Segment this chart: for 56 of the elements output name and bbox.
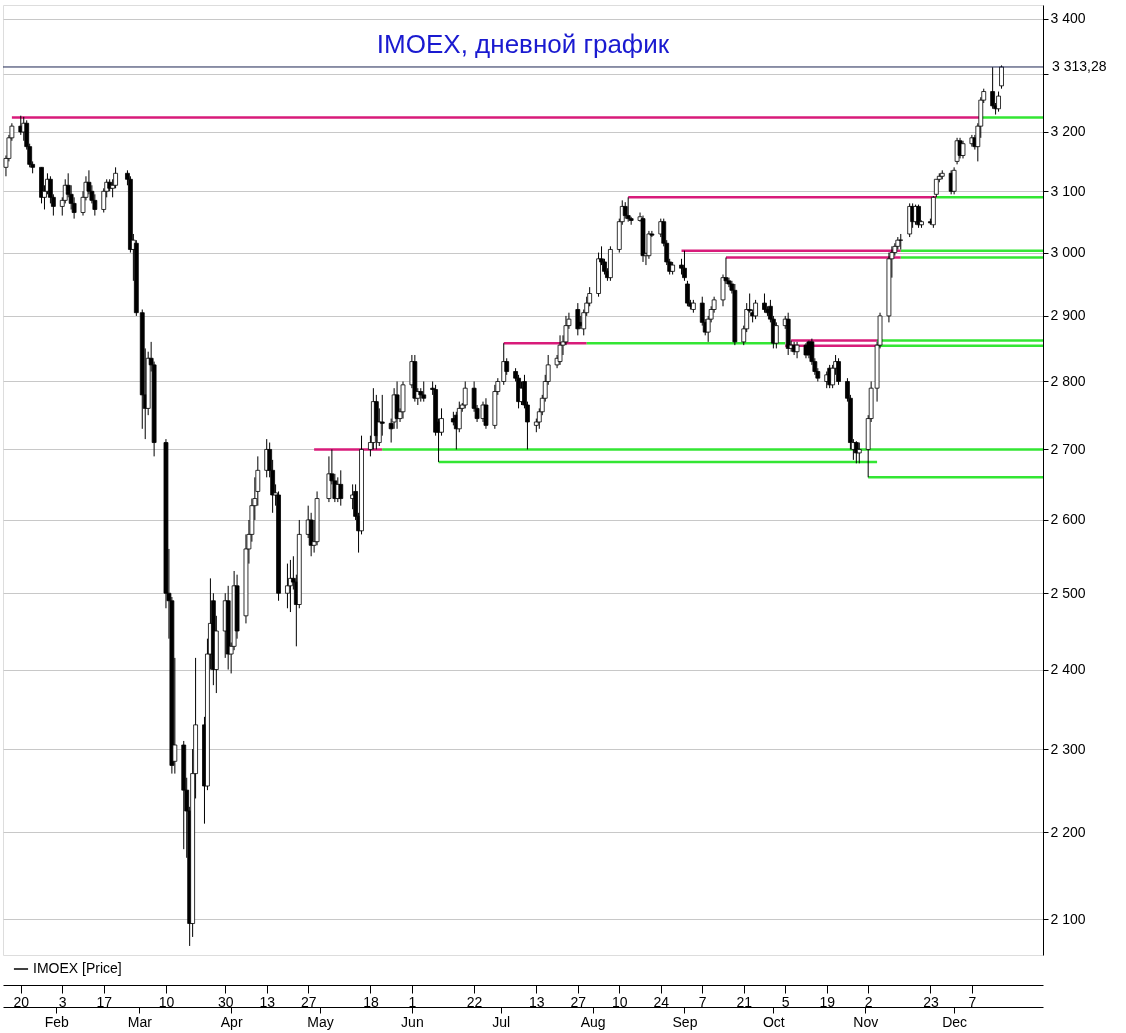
x-tick-label: 22 (466, 993, 483, 1010)
y-tick-label: 2 400 (1050, 661, 1086, 678)
y-tick-label: 2 700 (1050, 440, 1086, 457)
y-tick-label: 3 100 (1050, 182, 1086, 199)
y-tick-label: 3 000 (1050, 244, 1086, 261)
x-tick-label: 1 (408, 993, 417, 1010)
y-tick-label: 3 200 (1050, 123, 1086, 140)
candlestick (285, 563, 290, 609)
candlestick (462, 380, 468, 409)
x2-tick-label: Mar (127, 1013, 153, 1030)
candlestick (999, 64, 1004, 90)
x-tick-label: 13 (529, 993, 545, 1010)
y-tick-label: 2 900 (1050, 307, 1086, 324)
y-tick-label: 2 300 (1050, 740, 1086, 757)
x2-tick-label: Jul (492, 1013, 511, 1030)
x-tick-label: 21 (736, 993, 753, 1010)
x-tick-label: 5 (781, 993, 790, 1010)
x2-tick-label: May (307, 1013, 334, 1030)
x-tick-label: 18 (363, 993, 379, 1010)
x2-tick-label: Sep (672, 1013, 698, 1030)
x2-tick-label: Dec (942, 1013, 968, 1030)
x-tick-label: 2 (864, 993, 873, 1010)
y-tick-label: 3 400 (1050, 10, 1086, 27)
candlestick (483, 397, 489, 430)
x-tick-label: 3 (58, 993, 67, 1010)
candlestick (773, 321, 779, 349)
x2-tick-label: Apr (220, 1013, 243, 1030)
legend-label: IMOEX [Price] (33, 960, 122, 976)
text: IMOEX, дневной график (376, 29, 670, 59)
x2-tick-label: Oct (762, 1013, 785, 1030)
x-tick-label: 17 (96, 993, 113, 1010)
y-tick-label: 2 800 (1050, 372, 1086, 389)
x-tick-label: 7 (698, 993, 707, 1010)
x-tick-label: 23 (923, 993, 939, 1010)
x-tick-label: 7 (968, 993, 977, 1010)
y-tick-label: 2 100 (1050, 910, 1086, 927)
candlestick (856, 442, 862, 464)
x2-tick-label: Jun (401, 1013, 424, 1030)
candlestick (685, 280, 690, 307)
x-tick-label: 10 (158, 993, 175, 1010)
y-tick-label: 2 200 (1050, 823, 1086, 840)
candlestick (951, 166, 957, 195)
y-tick-label: 2 500 (1050, 584, 1086, 601)
x-tick-label: 30 (217, 993, 234, 1010)
x-tick-label: 10 (612, 993, 628, 1010)
y-tick-label: 2 600 (1050, 511, 1086, 528)
x-tick-label: 20 (13, 993, 30, 1010)
x-tick-label: 27 (570, 993, 587, 1010)
x2-tick-label: Aug (580, 1013, 606, 1030)
x-tick-label: 27 (300, 993, 317, 1010)
x-tick-label: 24 (653, 993, 670, 1010)
x-tick-label: 19 (819, 993, 836, 1010)
x2-tick-label: Nov (853, 1013, 879, 1030)
ref-line-label: 3 313,28 (1052, 57, 1107, 74)
x2-tick-label: Feb (44, 1013, 70, 1030)
x-tick-label: 13 (259, 993, 276, 1010)
